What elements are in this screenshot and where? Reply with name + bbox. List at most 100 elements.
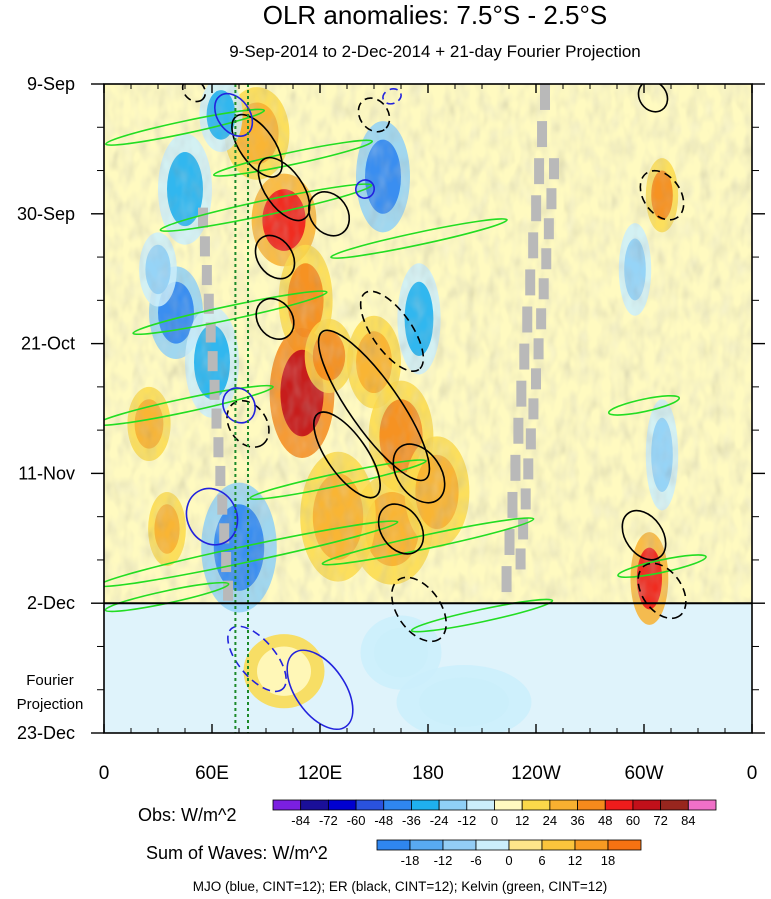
missing-data-cell — [520, 488, 531, 510]
axes: 0 60E 120E 180 120W 60W 0 9-Sep 30-Sep 21-Oct 11-N… — [17, 74, 765, 784]
missing-data-cell — [525, 428, 536, 450]
er-contour — [307, 191, 351, 237]
x-tick-label: 180 — [412, 763, 444, 784]
kelvin-contour — [617, 554, 707, 579]
colorbar-level-label: 6 — [538, 853, 545, 868]
missing-data-cell — [198, 207, 208, 228]
colorbar-level-label: 72 — [653, 813, 667, 828]
er-contour — [317, 329, 431, 482]
missing-data-cell — [523, 458, 534, 480]
colorbar-box — [549, 799, 578, 811]
colorbar-level-label: -6 — [470, 853, 482, 868]
missing-data-cell — [546, 188, 557, 210]
er-contour — [637, 84, 669, 113]
colorbar-box — [604, 799, 634, 811]
missing-data-cell — [223, 580, 234, 601]
er-contour — [226, 399, 270, 448]
projection-label-line2: Projection — [17, 696, 84, 713]
colorbar-level-label: -18 — [401, 853, 420, 868]
missing-data-cell — [213, 437, 224, 458]
er-contour — [254, 234, 296, 280]
missing-data-cell — [207, 351, 218, 372]
colorbar-box — [574, 839, 609, 851]
missing-data-cell — [205, 322, 216, 343]
missing-data-cell — [217, 494, 228, 515]
colorbar-level-label: -48 — [374, 813, 393, 828]
obs-colorbar: -84 -72 -60 -48 -36 -24 -12 0 12 24 36 48 60 72 84 — [272, 799, 717, 828]
kelvin-contour — [607, 394, 681, 416]
colorbar-box — [376, 839, 411, 851]
missing-data-cell — [549, 158, 559, 180]
missing-data-cell — [510, 454, 521, 481]
colorbar-level-label: 84 — [681, 813, 695, 828]
missing-data-cell — [199, 236, 210, 257]
y-tick-label: 11-Nov — [18, 463, 75, 483]
colorbar-level-label: -24 — [430, 813, 449, 828]
kelvin-contour — [212, 139, 374, 177]
colorbar-box — [508, 839, 543, 851]
mjo-contour — [354, 179, 376, 199]
kelvin-contour — [321, 517, 535, 566]
colorbar-box — [272, 799, 302, 811]
er-contour — [639, 169, 685, 221]
plot-area — [104, 84, 752, 733]
er-contour — [392, 443, 446, 504]
missing-data-cell — [534, 158, 545, 185]
missing-data-cell — [540, 84, 550, 110]
colorbar-box — [411, 799, 440, 811]
colorbar-level-label: -12 — [434, 853, 453, 868]
kelvin-contour — [104, 384, 274, 427]
missing-data-cell — [504, 529, 515, 555]
kelvin-contour — [159, 183, 373, 233]
missing-data-cell — [221, 551, 232, 573]
er-contour — [181, 84, 207, 103]
colorbar-box — [383, 799, 412, 811]
missing-data-cell — [518, 518, 529, 540]
anomaly-patch — [257, 646, 311, 696]
missing-data-layer — [198, 84, 559, 601]
colorbar-box — [521, 799, 551, 811]
er-contour — [390, 576, 448, 643]
er-contour — [377, 503, 425, 555]
colorbar-box — [409, 839, 444, 851]
missing-data-cell — [513, 417, 524, 444]
missing-data-cell — [543, 218, 554, 240]
kelvin-contour — [104, 108, 266, 146]
y-tick-label: 23-Dec — [17, 723, 75, 743]
missing-data-cell — [531, 195, 542, 222]
chart-subtitle: 9-Sep-2014 to 2-Dec-2014 + 21-day Fourie… — [229, 42, 641, 61]
missing-data-cell — [538, 278, 549, 300]
missing-data-cell — [209, 379, 220, 400]
missing-data-cell — [211, 408, 222, 429]
x-tick-label: 60E — [195, 763, 229, 784]
colorbar-box — [466, 799, 495, 811]
x-tick-label: 120W — [511, 763, 561, 784]
missing-data-cell — [525, 269, 536, 296]
missing-data-cell — [201, 265, 212, 286]
anomaly-patch — [419, 677, 509, 727]
waves-colorbar-label: Sum of Waves: W/m^2 — [146, 843, 328, 863]
x-tick-label: 0 — [99, 763, 110, 784]
colorbar-box — [300, 799, 329, 811]
kelvin-contour — [104, 520, 399, 588]
colorbar-level-label: 48 — [598, 813, 612, 828]
missing-data-cell — [215, 465, 226, 486]
er-contour — [637, 562, 687, 620]
y-tick-label: 2-Dec — [27, 593, 75, 613]
colorbar-level-label: 60 — [626, 813, 640, 828]
missing-data-cell — [536, 308, 547, 330]
colorbar-level-label: -84 — [291, 813, 310, 828]
x-tick-label: 0 — [747, 763, 758, 784]
anomaly-patch — [374, 627, 428, 678]
mjo-contour — [227, 625, 287, 693]
missing-data-cell — [516, 380, 527, 407]
colorbar-level-label: 12 — [568, 853, 582, 868]
missing-data-cell — [541, 248, 552, 270]
y-tick-label: 9-Sep — [27, 74, 75, 94]
contour-layer — [104, 84, 707, 731]
er-contour — [255, 297, 295, 340]
contours-legend: MJO (blue, CINT=12); ER (black, CINT=12)… — [193, 879, 608, 894]
missing-data-cell — [501, 566, 512, 593]
highlight-longitudes — [234, 84, 249, 733]
